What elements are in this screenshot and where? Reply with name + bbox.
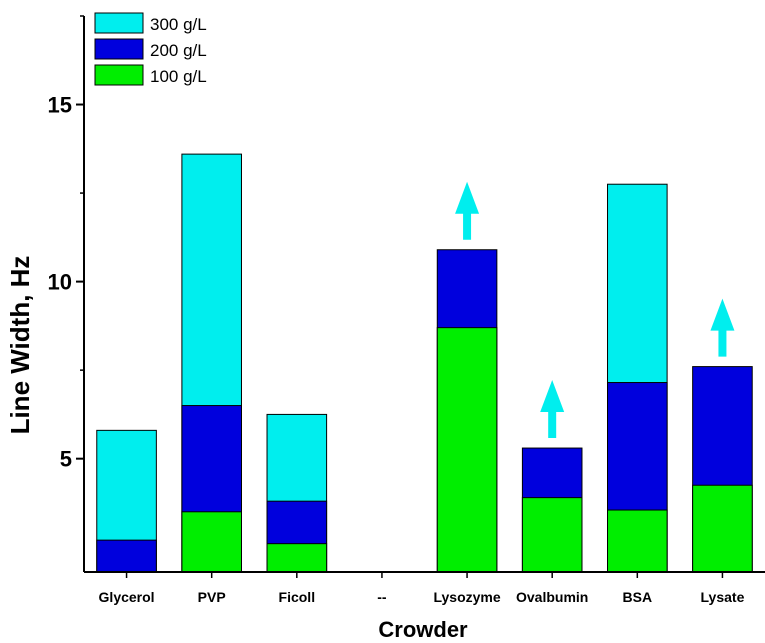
x-tick-label: Ovalbumin <box>516 589 588 605</box>
x-tick-label: -- <box>377 589 387 605</box>
bar-100-g-l-bsa <box>607 509 668 573</box>
x-tick-label: Glycerol <box>99 589 155 605</box>
bar-100-g-l-ovalbumin <box>521 497 583 573</box>
legend: 300 g/L 200 g/L 100 g/L <box>94 12 207 86</box>
arrow-up-icon <box>710 298 735 357</box>
x-tick-label: PVP <box>198 589 226 605</box>
y-tick-label: 15 <box>48 93 72 118</box>
bar-100-g-l-lysozyme <box>436 327 498 573</box>
x-tick-label: Lysate <box>701 589 745 605</box>
x-axis-title: Crowder <box>378 617 468 642</box>
arrows-group <box>455 181 735 439</box>
x-tick-label: BSA <box>623 589 653 605</box>
legend-swatch <box>94 12 144 34</box>
arrow-up-icon <box>455 181 480 240</box>
x-tick-label: Ficoll <box>279 589 316 605</box>
bar-100-g-l-ficoll <box>266 543 328 573</box>
bar-100-g-l-pvp <box>181 511 242 573</box>
y-tick-label: 5 <box>60 447 72 472</box>
x-tick-label: Lysozyme <box>433 589 500 605</box>
tick-labels-group: 5 10 15 Glycerol PVP Ficoll -- Lysozyme Ovalbumi… <box>48 93 745 605</box>
y-tick-label: 10 <box>48 270 72 295</box>
legend-label: 100 g/L <box>150 67 207 86</box>
legend-label: 300 g/L <box>150 15 207 34</box>
legend-swatch <box>94 64 144 86</box>
y-axis-title: Line Width, Hz <box>5 256 35 435</box>
bar-100-g-l-lysate <box>692 484 753 573</box>
axes-group <box>76 15 765 578</box>
bars-group <box>96 153 753 573</box>
legend-swatch <box>94 38 144 60</box>
legend-label: 200 g/L <box>150 41 207 60</box>
bar-200-g-l-glycerol <box>96 539 157 573</box>
arrow-up-icon <box>540 380 565 439</box>
